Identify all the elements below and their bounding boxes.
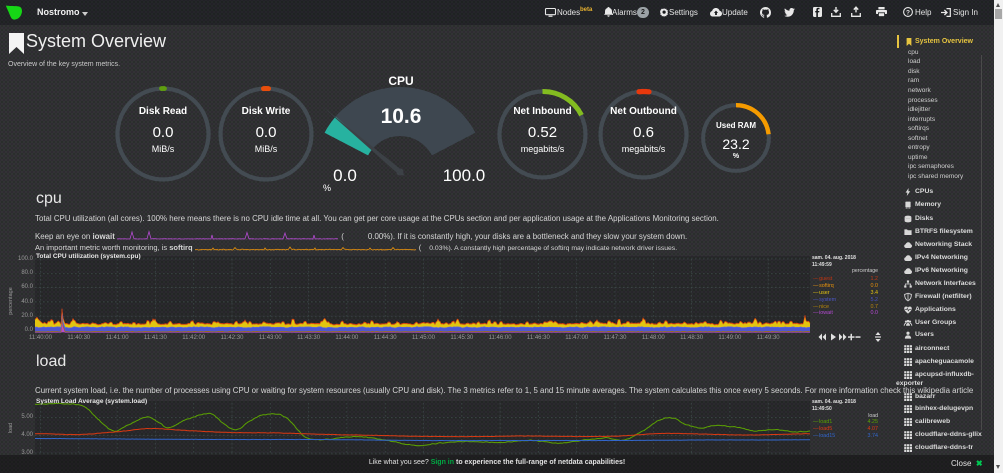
svg-text:?: ? bbox=[906, 9, 910, 16]
